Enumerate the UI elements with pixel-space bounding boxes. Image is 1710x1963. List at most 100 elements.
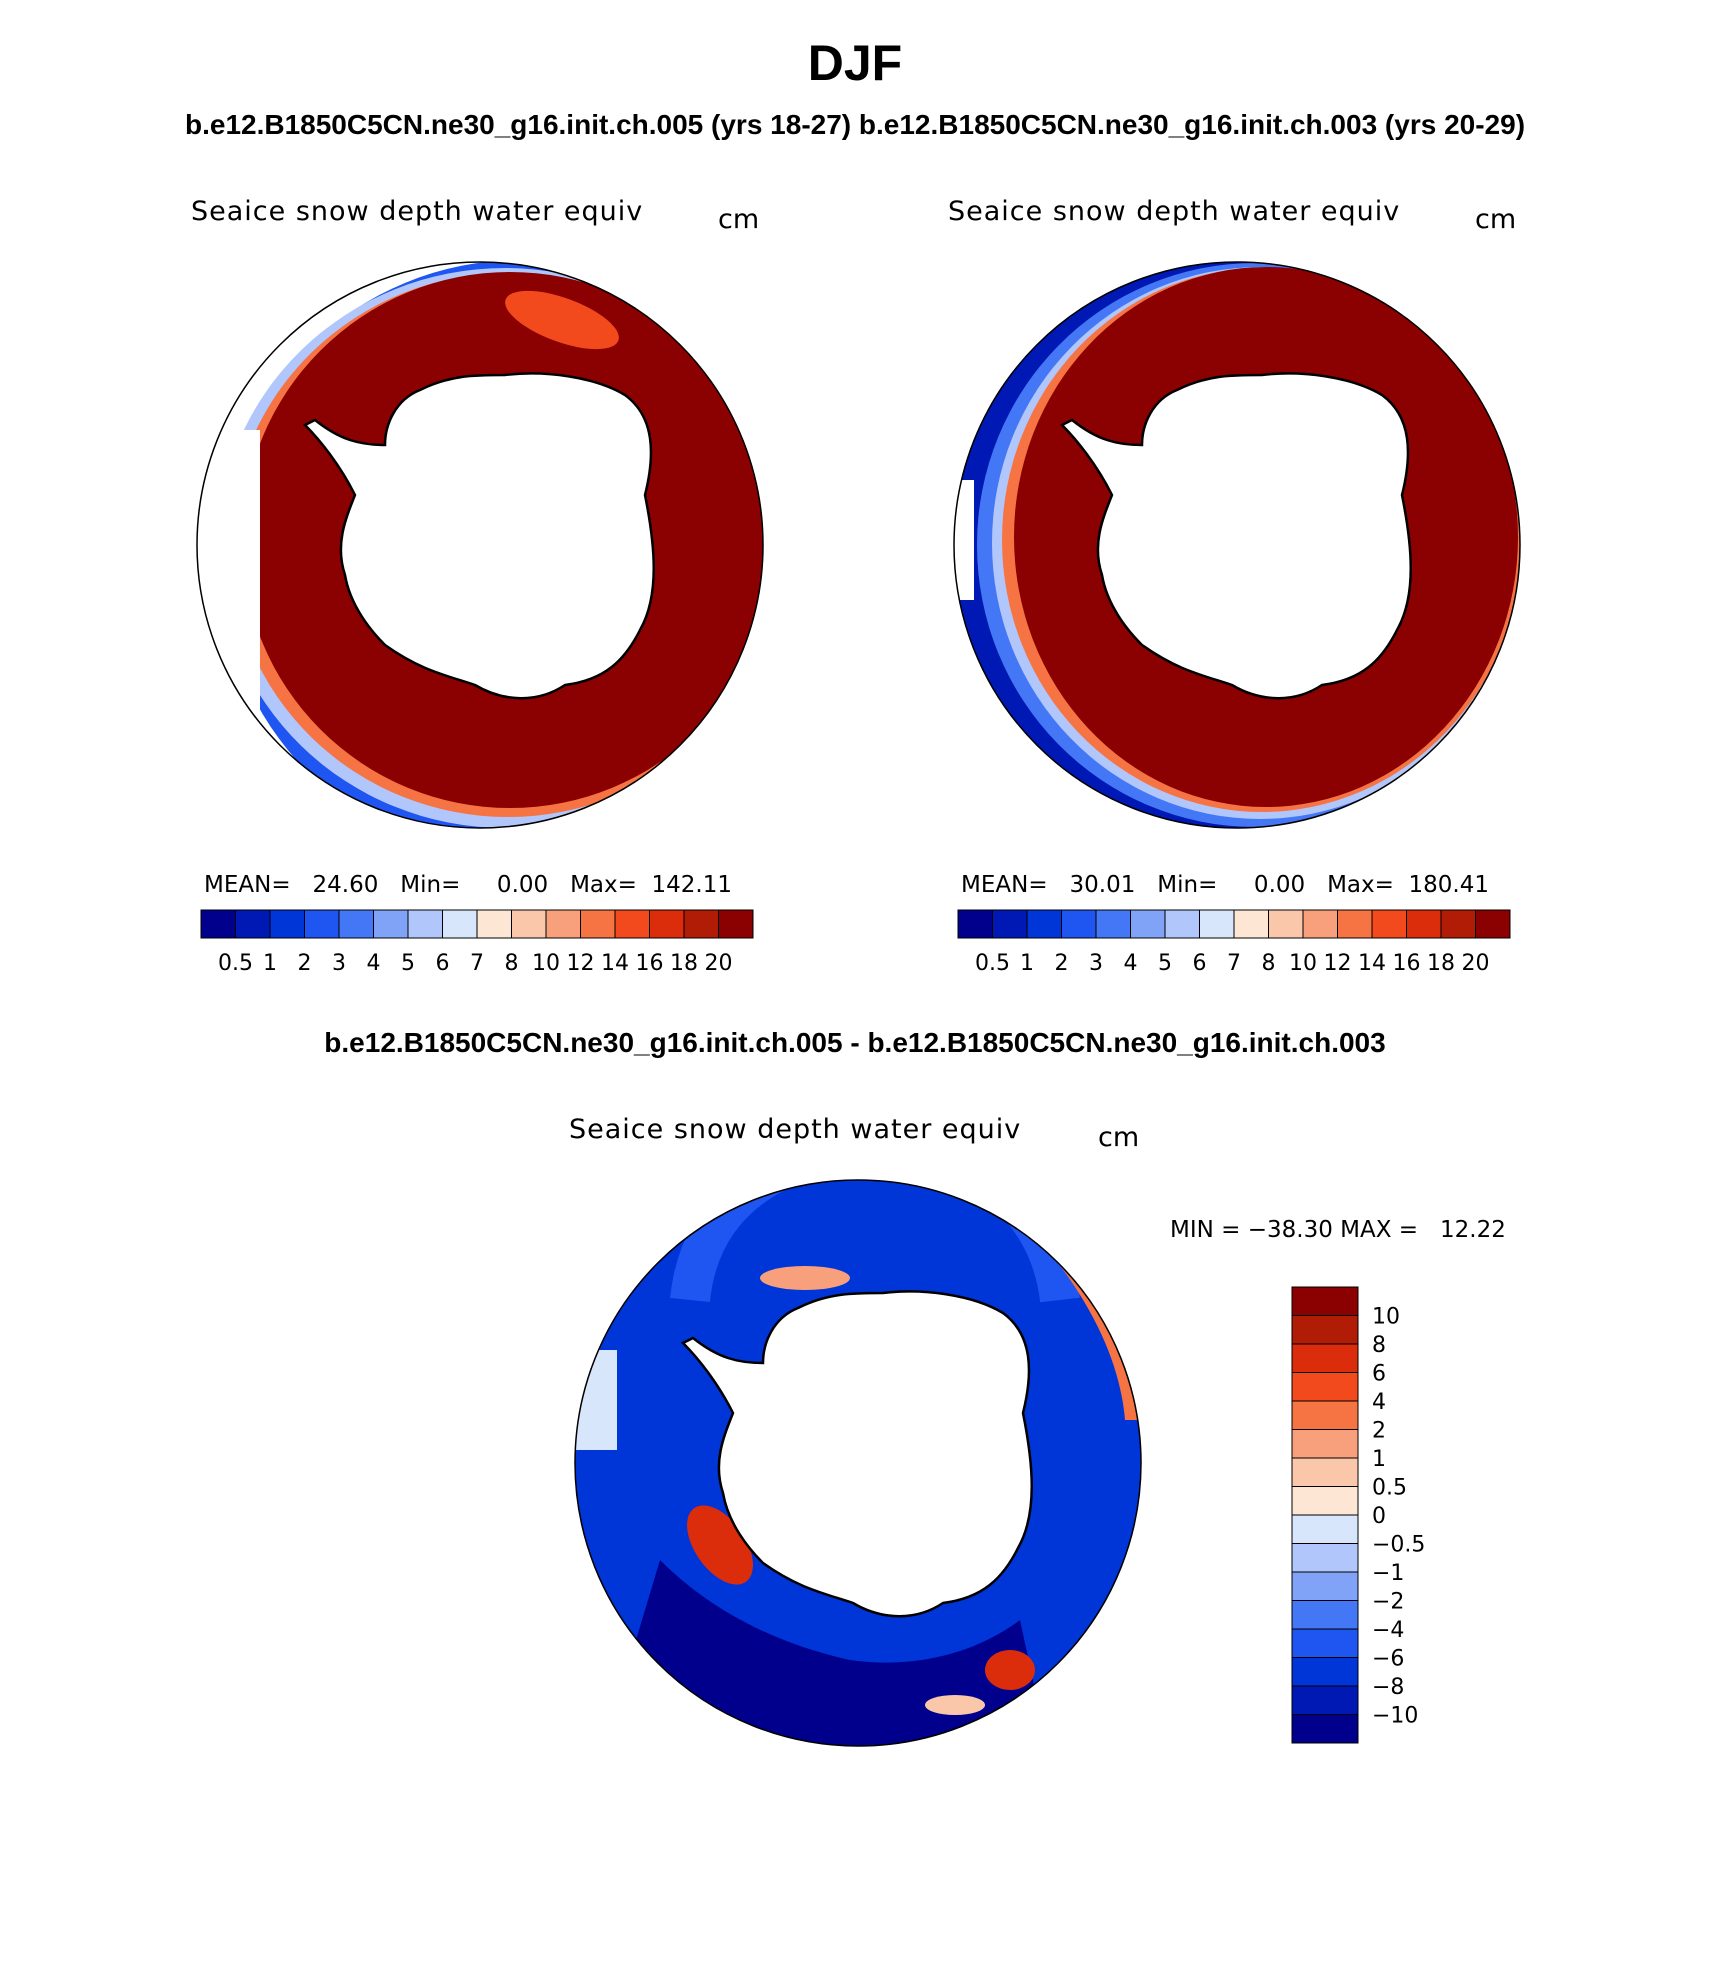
diff-positive-patch-west: [687, 1505, 753, 1585]
diff-colorbar-swatch: [1291, 1457, 1359, 1487]
left-colorbar-tick-label: 10: [532, 951, 560, 976]
right-colorbar-swatch: [1371, 909, 1407, 939]
right-panel: Seaice snow depth water equiv cm MEAN= 3…: [948, 196, 1521, 976]
diff-colorbar-tick-label: 10: [1372, 1305, 1400, 1330]
left-variable-title: Seaice snow depth water equiv: [191, 196, 643, 227]
right-colorbar-tick-label: 3: [1089, 951, 1103, 976]
left-colorbar-tick-label: 12: [567, 951, 595, 976]
right-colorbar-swatch: [1337, 909, 1373, 939]
left-polar-map: [196, 261, 764, 829]
left-colorbar-tick-label: 0.5: [218, 951, 253, 976]
case2-label: b.e12.B1850C5CN.ne30_g16.init.ch.003 (yr…: [859, 109, 1525, 140]
left-colorbar-tick-label: 1: [263, 951, 277, 976]
diff-colorbar-swatch: [1291, 1286, 1359, 1316]
diff-colorbar-tick-label: 1: [1372, 1447, 1386, 1472]
left-colorbar-swatch: [511, 909, 547, 939]
diff-colorbar-swatch: [1291, 1372, 1359, 1402]
right-colorbar-swatch: [1268, 909, 1304, 939]
right-colorbar-tick-label: 5: [1158, 951, 1172, 976]
diff-colorbar-tick-label: 0: [1372, 1504, 1386, 1529]
left-colorbar-swatch: [235, 909, 271, 939]
right-colorbar-tick-label: 14: [1358, 951, 1386, 976]
left-colorbar: 0.5 1 2 3 4 5 6 7 8 10 12 14 16 18 20: [200, 909, 754, 976]
right-colorbar-tick-label: 6: [1193, 951, 1207, 976]
right-variable-title: Seaice snow depth water equiv: [948, 196, 1400, 227]
left-colorbar-swatch: [442, 909, 478, 939]
right-colorbar-swatch: [1302, 909, 1338, 939]
right-colorbar-swatch: [1199, 909, 1235, 939]
right-colorbar-swatch: [1440, 909, 1476, 939]
diff-colorbar-swatch: [1291, 1628, 1359, 1658]
left-stats: MEAN= 24.60 Min= 0.00 Max= 142.11: [204, 872, 732, 898]
case-labels-line: b.e12.B1850C5CN.ne30_g16.init.ch.005 (yr…: [185, 109, 1525, 140]
left-open-ocean-west: [197, 430, 260, 720]
left-colorbar-swatch: [304, 909, 340, 939]
diff-colorbar-swatch: [1291, 1429, 1359, 1459]
diff-colorbar-swatch: [1291, 1514, 1359, 1544]
right-colorbar-swatch: [992, 909, 1028, 939]
diff-colorbar-tick-label: −1: [1372, 1561, 1404, 1586]
left-colorbar-swatch: [683, 909, 719, 939]
right-colorbar-tick-label: 4: [1124, 951, 1138, 976]
diff-colorbar-swatch: [1291, 1400, 1359, 1430]
diff-colorbar-tick-label: 2: [1372, 1419, 1386, 1444]
diff-colorbar-tick-label: 8: [1372, 1333, 1386, 1358]
left-colorbar-tick-label: 3: [332, 951, 346, 976]
left-colorbar-swatch: [718, 909, 754, 939]
case1-label: b.e12.B1850C5CN.ne30_g16.init.ch.005 (yr…: [185, 109, 851, 140]
right-colorbar-swatch: [957, 909, 993, 939]
right-colorbar-tick-label: 20: [1462, 951, 1490, 976]
diff-label: b.e12.B1850C5CN.ne30_g16.init.ch.005 - b…: [324, 1027, 1385, 1058]
right-stats: MEAN= 30.01 Min= 0.00 Max= 180.41: [961, 872, 1489, 898]
right-colorbar-tick-label: 8: [1262, 951, 1276, 976]
diff-colorbar: 10 8 6 4 2 1 0.5 0 −0.5 −1 −2 −4 −6 −8 −10: [1291, 1286, 1425, 1744]
diff-colorbar-swatch: [1291, 1543, 1359, 1573]
diff-colorbar-tick-label: −10: [1372, 1704, 1418, 1729]
left-colorbar-tick-label: 5: [401, 951, 415, 976]
left-colorbar-tick-label: 7: [470, 951, 484, 976]
left-colorbar-swatch: [580, 909, 616, 939]
left-colorbar-swatch: [407, 909, 443, 939]
left-colorbar-swatch: [614, 909, 650, 939]
left-colorbar-tick-label: 18: [670, 951, 698, 976]
right-colorbar-tick-label: 10: [1289, 951, 1317, 976]
left-colorbar-tick-label: 2: [298, 951, 312, 976]
diff-colorbar-swatch: [1291, 1657, 1359, 1687]
diff-colorbar-tick-label: −0.5: [1372, 1533, 1425, 1558]
right-colorbar-swatch: [1475, 909, 1511, 939]
right-colorbar-swatch: [1406, 909, 1442, 939]
left-colorbar-swatch: [338, 909, 374, 939]
left-colorbar-tick-label: 14: [601, 951, 629, 976]
diff-colorbar-tick-label: 0.5: [1372, 1476, 1407, 1501]
left-colorbar-swatch: [269, 909, 305, 939]
diff-colorbar-swatch: [1291, 1486, 1359, 1516]
left-colorbar-tick-label: 16: [636, 951, 664, 976]
left-panel: Seaice snow depth water equiv cm MEAN= 2…: [191, 196, 764, 976]
left-colorbar-swatch: [545, 909, 581, 939]
right-colorbar-tick-label: 1: [1020, 951, 1034, 976]
right-colorbar-swatch: [1095, 909, 1131, 939]
left-colorbar-tick-label: 20: [705, 951, 733, 976]
diff-positive-patch-north: [760, 1266, 850, 1290]
diff-colorbar-tick-label: −4: [1372, 1618, 1404, 1643]
right-colorbar-swatch: [1164, 909, 1200, 939]
left-units: cm: [718, 204, 759, 235]
right-colorbar-tick-label: 16: [1393, 951, 1421, 976]
diff-colorbar-swatch: [1291, 1343, 1359, 1373]
right-colorbar-swatch: [1233, 909, 1269, 939]
right-colorbar-swatch: [1026, 909, 1062, 939]
right-colorbar: 0.5 1 2 3 4 5 6 7 8 10 12 14 16 18 20: [957, 909, 1511, 976]
right-units: cm: [1475, 204, 1516, 235]
diff-polar-map: [574, 1179, 1142, 1747]
diff-colorbar-tick-label: −8: [1372, 1675, 1404, 1700]
left-colorbar-swatch: [649, 909, 685, 939]
right-colorbar-swatch: [1130, 909, 1166, 939]
left-colorbar-tick-label: 4: [367, 951, 381, 976]
diff-colorbar-tick-label: 6: [1372, 1362, 1386, 1387]
page-title: DJF: [808, 35, 902, 91]
diff-colorbar-swatch: [1291, 1600, 1359, 1630]
diff-colorbar-tick-label: −2: [1372, 1590, 1404, 1615]
diff-positive-patch-southeast: [985, 1650, 1035, 1690]
left-ice-patch: [505, 290, 619, 350]
